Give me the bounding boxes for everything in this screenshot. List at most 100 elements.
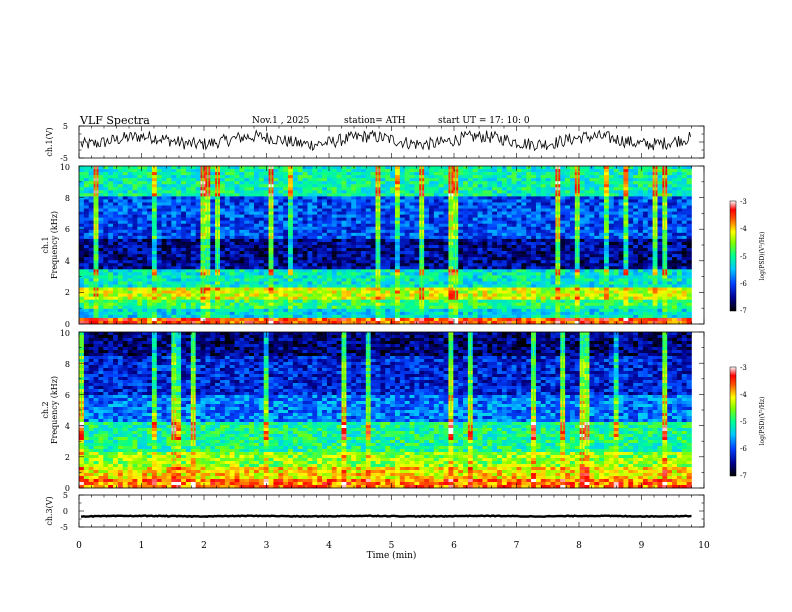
ch1-spectrogram-cell (560, 166, 566, 170)
ch1-spectrogram-cell (166, 263, 172, 267)
ch1-spectrogram-cell (521, 196, 527, 200)
ch1-spectrogram-cell (569, 205, 576, 209)
ch1-spectrogram-cell (161, 245, 167, 249)
ch1-spectrogram-cell (511, 214, 517, 218)
ch1-spectrogram-cell (103, 199, 109, 203)
ch1-spectrogram-cell (608, 184, 615, 188)
ch1-spectrogram-cell (122, 260, 128, 264)
ch1-spectrogram-cell (497, 181, 503, 185)
ch1-spectrogram-cell (156, 187, 162, 191)
ch1-spectrogram-cell (278, 166, 284, 170)
ch1-spectrogram-cell (122, 281, 128, 285)
ch1-spectrogram-cell (249, 232, 255, 237)
ch1-spectrogram-cell (526, 266, 532, 270)
ch1-spectrogram-cell (185, 229, 192, 234)
ch1-spectrogram-cell (628, 241, 634, 246)
ch1-spectrogram-cell (239, 232, 245, 237)
ch1-spectrogram-cell (604, 226, 610, 231)
ch1-spectrogram-cell (234, 269, 240, 273)
ch1-spectrogram-cell (312, 196, 318, 200)
ch1-spectrogram-cell (399, 269, 405, 273)
ch1-spectrogram-cell (181, 211, 187, 215)
ch1-spectrogram-cell (589, 211, 595, 215)
ch1-spectrogram-cell (122, 266, 128, 270)
ch1-spectrogram-cell (98, 184, 104, 188)
ch1-spectrogram-cell (360, 172, 367, 176)
ch1-spectrogram-cell (326, 269, 333, 273)
ch1-spectrogram-cell (545, 211, 551, 215)
ch1-spectrogram-cell (492, 235, 498, 240)
ch1-spectrogram-cell (487, 175, 493, 179)
ch1-spectrogram-cell (463, 184, 469, 188)
ch1-spectrogram-cell (351, 248, 357, 252)
ch1-spectrogram-cell (463, 220, 469, 225)
ch1-spectrogram-cell (545, 272, 551, 276)
ch1-spectrogram-cell (365, 238, 371, 243)
ch1-spectrogram-cell (540, 269, 546, 273)
ch1-spectrogram-cell (390, 175, 396, 179)
ch1-spectrogram-cell (482, 226, 488, 231)
ch1-spectrogram-cell (249, 275, 255, 279)
ch1-spectrogram-cell (497, 235, 503, 240)
ch1-spectrogram-cell (652, 245, 658, 249)
ch1-spectrogram-cell (151, 238, 158, 243)
ch1-spectrogram-cell (584, 275, 590, 279)
ch1-spectrogram-cell (599, 211, 605, 215)
ch1-spectrogram-cell (414, 193, 420, 197)
ch1-spectrogram-cell (424, 251, 430, 255)
ch1-spectrogram-cell (360, 214, 367, 218)
ch1-spectrogram-cell (647, 166, 653, 170)
ch1-spectrogram-cell (467, 275, 474, 279)
ch1-spectrogram-cell (550, 178, 556, 182)
ch1-spectrogram-cell (224, 178, 230, 182)
ch1-spectrogram-cell (467, 205, 474, 209)
ch1-spectrogram-cell (278, 275, 284, 279)
ch1-spectrogram-cell (672, 166, 678, 170)
ch1-spectrogram-cell (322, 281, 328, 285)
ch1-spectrogram-cell (638, 178, 644, 182)
ch1-spectrogram-cell (642, 208, 649, 212)
ch1-spectrogram-cell (618, 278, 624, 282)
ch1-spectrogram-cell (147, 196, 153, 200)
ch1-spectrogram-cell (190, 202, 196, 206)
ch1-spectrogram-cell (156, 217, 162, 221)
ch1-spectrogram-cell (589, 251, 595, 255)
ch1-spectrogram-cell (642, 235, 649, 240)
ch1-spectrogram-cell (482, 211, 488, 215)
ch1-spectrogram-cell (589, 184, 595, 188)
ch1-spectrogram-cell (108, 254, 114, 258)
ch1-spectrogram-cell (565, 190, 571, 194)
ch1-spectrogram-cell (686, 220, 692, 225)
ch1-spectrogram-cell (113, 269, 119, 273)
ch1-spectrogram-cell (589, 235, 595, 240)
ch1-spectrogram-cell (273, 190, 279, 194)
ch1-spectrogram-cell (672, 241, 678, 246)
ch1-spectrogram-cell (579, 263, 585, 267)
ch1-spectrogram-cell (526, 181, 532, 185)
ch1-spectrogram-cell (79, 208, 85, 212)
ch1-spectrogram-cell (360, 281, 367, 285)
ch1-spectrogram-cell (229, 166, 235, 170)
ch1-spectrogram-cell (98, 260, 104, 264)
ch1-spectrogram-cell (263, 214, 269, 218)
ch1-spectrogram-cell (79, 229, 85, 234)
ch1-spectrogram-cell (618, 202, 624, 206)
ch1-spectrogram-cell (472, 199, 478, 203)
ch1-spectrogram-cell (185, 211, 192, 215)
ch1-spectrogram-cell (409, 281, 415, 285)
ch1-spectrogram-cell (638, 208, 644, 212)
ch1-spectrogram-cells (79, 166, 704, 325)
ch1-spectrogram-cell (560, 260, 566, 264)
ch1-spectrogram-cell (239, 190, 245, 194)
ch1-spectrogram-cell (657, 217, 663, 221)
ch1-spectrogram-cell (550, 184, 556, 188)
ch1-spectrogram-cell (633, 187, 639, 191)
ch1-spectrogram-cell (521, 245, 527, 249)
ch1-spectrogram-cell (88, 275, 94, 279)
ch1-spectrogram-cell (390, 232, 396, 237)
ch1-spectrogram-cell (370, 166, 376, 170)
ch1-spectrogram-cell (477, 178, 483, 182)
ch1-spectrogram-cell (288, 275, 294, 279)
ch1-spectrogram-cell (224, 238, 230, 243)
ch1-spectrogram-cell (424, 184, 430, 188)
